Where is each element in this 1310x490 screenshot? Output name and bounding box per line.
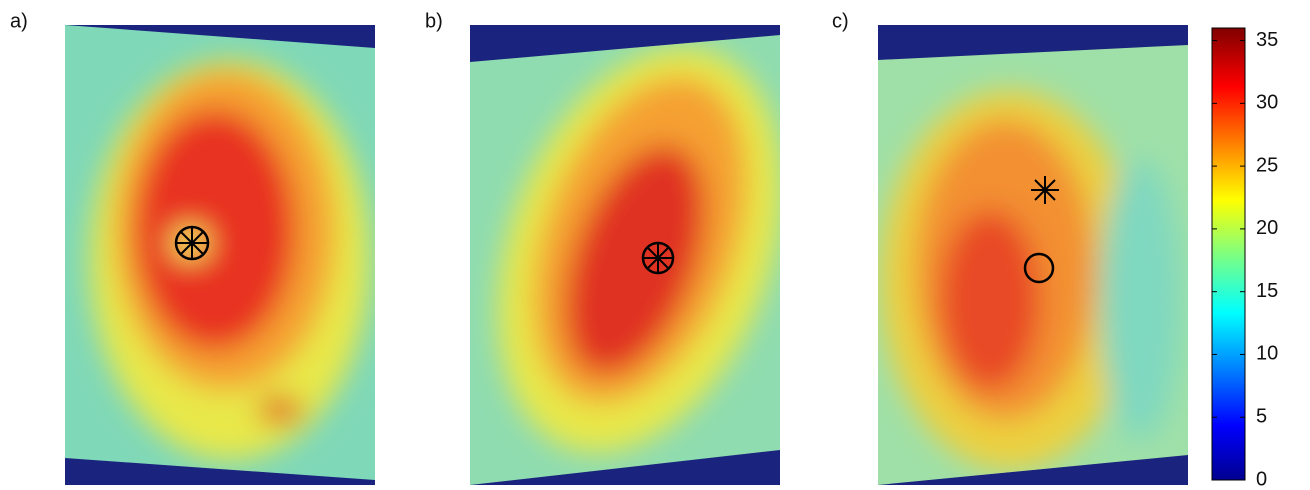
colorbar: 0 5 10 15 20 25 30 35: [1211, 27, 1278, 490]
tick-label: 0: [1256, 468, 1267, 490]
panel-label: c): [832, 10, 849, 32]
panel-b: b): [425, 10, 780, 485]
tick-label: 35: [1256, 29, 1278, 51]
sar-image: [65, 25, 375, 480]
tick-label: 15: [1256, 280, 1278, 302]
sar-image: [470, 35, 780, 485]
tick-label: 25: [1256, 154, 1278, 176]
colorbar-scale: [1211, 27, 1246, 481]
panel-label: b): [425, 10, 443, 32]
tick-label: 30: [1256, 92, 1278, 114]
tick-label: 10: [1256, 343, 1278, 365]
panel-c: c): [832, 10, 1188, 485]
tick-label: 20: [1256, 217, 1278, 239]
tick-label: 5: [1256, 406, 1267, 428]
panel-label: a): [10, 10, 28, 32]
panel-a: a): [10, 10, 375, 485]
sar-image: [878, 45, 1188, 485]
